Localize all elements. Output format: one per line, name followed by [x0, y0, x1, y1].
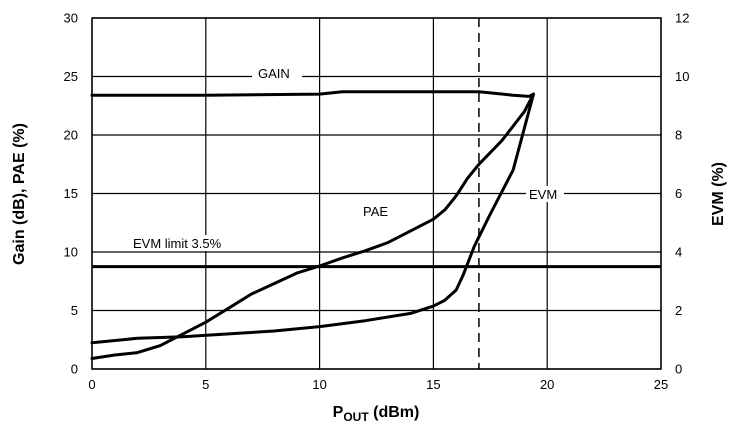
- y-right-tick-label-4: 8: [675, 128, 682, 143]
- y-left-tick-labels: 0 5 10 15 20 25 30: [64, 11, 78, 377]
- y-left-tick-label-1: 5: [71, 303, 78, 318]
- y-left-tick-label-4: 20: [64, 128, 78, 143]
- y-right-axis-title: EVM (%): [710, 162, 727, 226]
- x-axis-title-sub: OUT: [343, 410, 369, 424]
- series-line-gain: [90, 90, 535, 98]
- y-left-tick-label-2: 10: [64, 245, 78, 260]
- evm-limit-label: EVM limit 3.5%: [133, 236, 222, 251]
- series-line-pae: [90, 92, 535, 360]
- y-right-tick-label-1: 2: [675, 303, 682, 318]
- x-tick-label-0: 0: [88, 377, 95, 392]
- x-tick-labels: 0 5 10 15 20 25: [88, 377, 668, 392]
- x-tick-label-1: 5: [202, 377, 209, 392]
- x-tick-label-2: 10: [312, 377, 326, 392]
- gain-label-bg: [252, 65, 302, 81]
- y-left-axis-title: Gain (dB), PAE (%): [11, 123, 28, 265]
- y-right-tick-label-2: 4: [675, 245, 682, 260]
- y-left-tick-label-3: 15: [64, 186, 78, 201]
- y-right-tick-labels: 0 2 4 6 8 10 12: [675, 11, 689, 377]
- gain-label: GAIN: [258, 66, 290, 81]
- y-right-tick-label-3: 6: [675, 186, 682, 201]
- y-left-tick-label-6: 30: [64, 11, 78, 26]
- evm-label-bg: [526, 186, 564, 202]
- pae-label: PAE: [363, 204, 388, 219]
- y-left-tick-label-5: 25: [64, 69, 78, 84]
- reference-lines: [92, 18, 661, 369]
- x-tick-label-3: 15: [426, 377, 440, 392]
- y-left-tick-label-0: 0: [71, 362, 78, 377]
- x-axis-title-main: P: [333, 404, 344, 421]
- x-axis-title: POUT (dBm): [333, 404, 420, 424]
- y-right-tick-label-6: 12: [675, 11, 689, 26]
- x-axis-title-rest: (dBm): [369, 404, 420, 421]
- series-line-evm: [90, 92, 535, 345]
- y-right-tick-label-5: 10: [675, 69, 689, 84]
- evm-limit-label-bg: [128, 235, 244, 251]
- y-right-tick-label-0: 0: [675, 362, 682, 377]
- grid-lines: [91, 17, 662, 370]
- plot-frame: [91, 17, 662, 370]
- x-tick-label-4: 20: [540, 377, 554, 392]
- x-tick-label-5: 25: [654, 377, 668, 392]
- evm-label: EVM: [529, 187, 557, 202]
- series-lines: [90, 90, 535, 360]
